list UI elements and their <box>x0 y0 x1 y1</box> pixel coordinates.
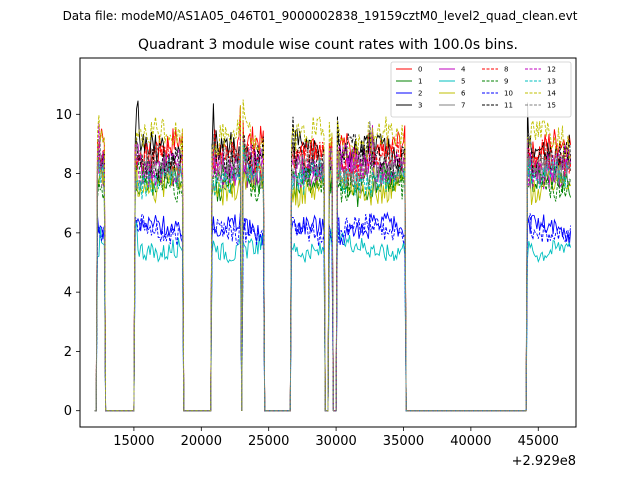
x-tick-label: 40000 <box>450 434 491 449</box>
legend-label-13: 13 <box>547 78 556 86</box>
legend-label-11: 11 <box>504 102 513 110</box>
x-offset-label: +2.929e8 <box>512 454 576 469</box>
legend-label-0: 0 <box>418 66 422 74</box>
legend-label-3: 3 <box>418 102 422 110</box>
axes-frame <box>79 57 577 428</box>
plot-area <box>79 57 577 428</box>
y-tick-label: 6 <box>64 226 72 241</box>
legend-label-9: 9 <box>504 78 508 86</box>
legend-label-12: 12 <box>547 66 556 74</box>
y-axis: 0 2 4 6 8 10 <box>55 108 80 419</box>
legend-label-4: 4 <box>461 66 466 74</box>
x-tick-label: 20000 <box>181 434 222 449</box>
suptitle: Data file: modeM0/AS1A05_046T01_90000028… <box>63 9 578 23</box>
legend-label-8: 8 <box>504 66 508 74</box>
series-layer <box>94 99 572 412</box>
x-tick-label: 45000 <box>518 434 559 449</box>
y-tick-label: 0 <box>64 404 72 419</box>
legend-label-1: 1 <box>418 78 422 86</box>
legend-label-10: 10 <box>504 90 513 98</box>
y-tick-label: 4 <box>64 286 72 301</box>
legend-frame <box>390 61 572 118</box>
legend-label-5: 5 <box>461 78 465 86</box>
y-tick-label: 10 <box>55 108 72 123</box>
legend-label-15: 15 <box>547 102 556 110</box>
series-line-15 <box>94 120 571 412</box>
chart-title: Quadrant 3 module wise count rates with … <box>138 37 518 53</box>
y-tick-label: 8 <box>64 167 72 182</box>
x-tick-label: 25000 <box>248 434 289 449</box>
legend-label-2: 2 <box>418 90 422 98</box>
legend-label-6: 6 <box>461 90 466 98</box>
x-tick-label: 35000 <box>383 434 424 449</box>
y-tick-label: 2 <box>64 345 72 360</box>
x-axis: 15000 20000 25000 30000 35000 40000 45000 <box>113 427 559 449</box>
x-tick-label: 15000 <box>113 434 154 449</box>
x-tick-label: 30000 <box>315 434 356 449</box>
legend-label-14: 14 <box>547 90 556 98</box>
legend-label-7: 7 <box>461 102 465 110</box>
